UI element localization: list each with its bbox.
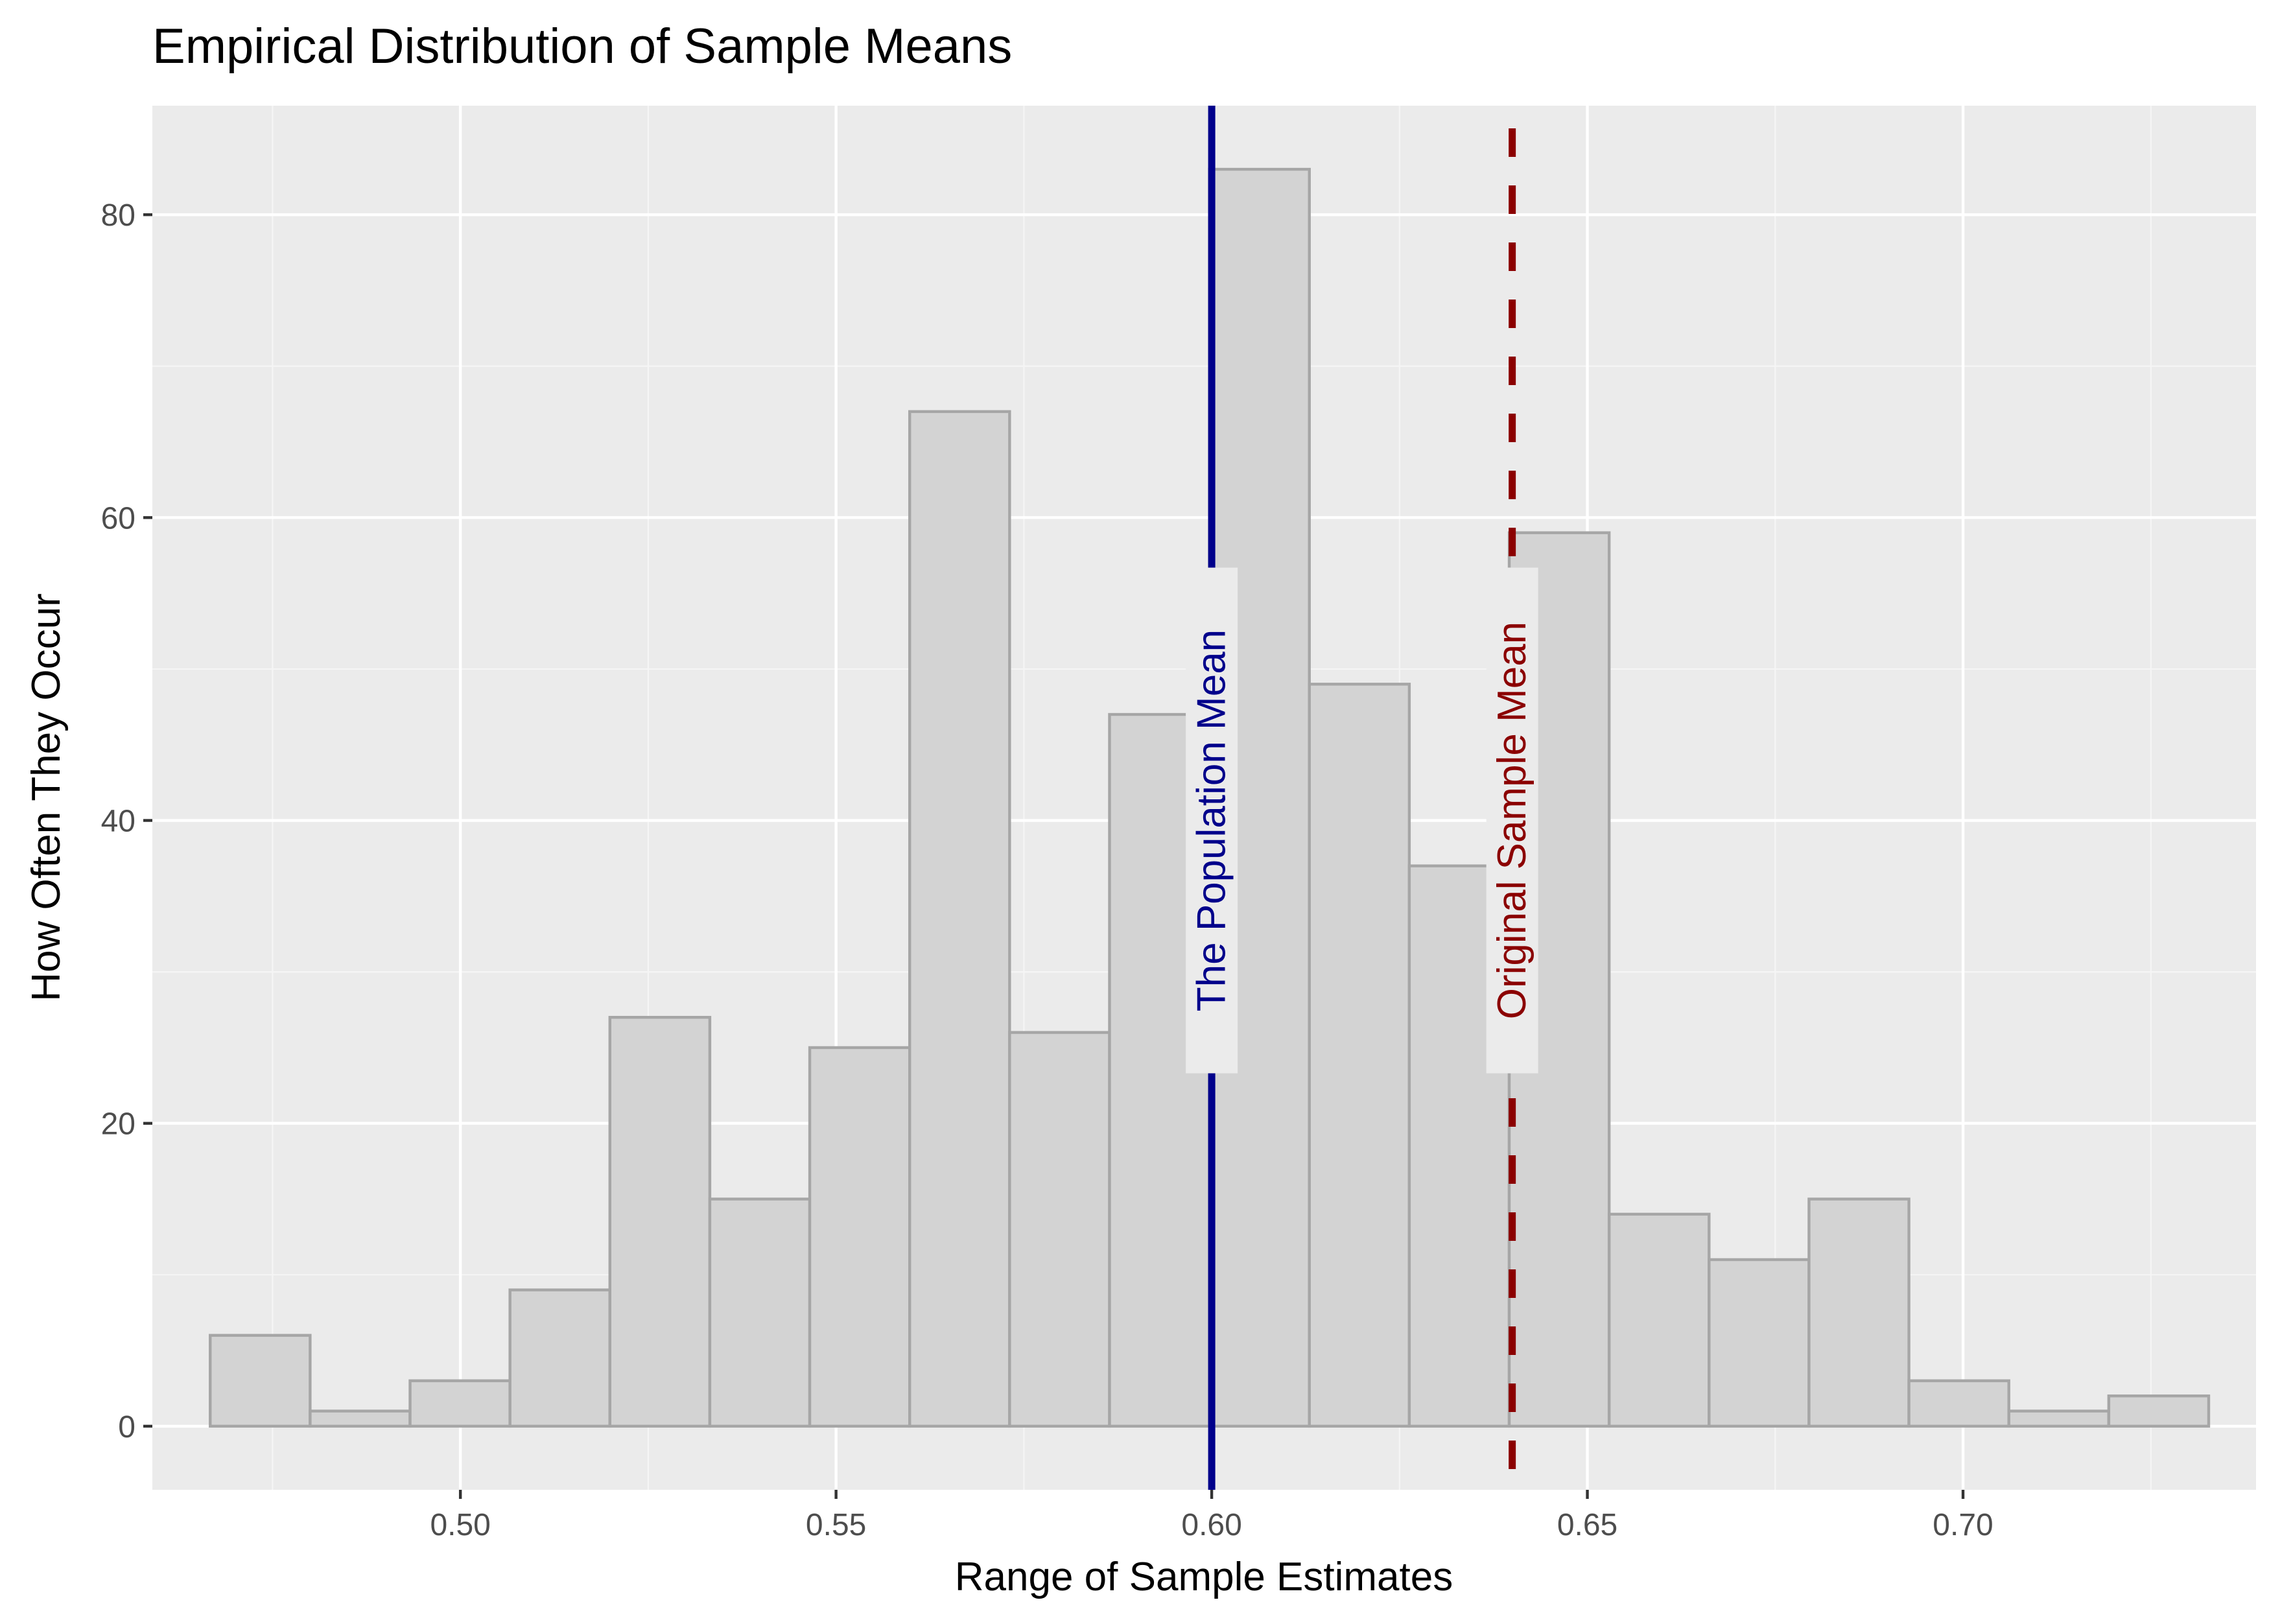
- x-axis-title: Range of Sample Estimates: [955, 1555, 1453, 1599]
- histogram-bar: [908, 410, 1011, 1428]
- histogram-bar: [708, 1197, 812, 1428]
- x-tick-label: 0.60: [1181, 1508, 1241, 1542]
- histogram-bar: [1907, 1379, 2010, 1428]
- histogram-bar: [608, 1016, 712, 1428]
- histogram-bar: [2007, 1409, 2111, 1428]
- x-tick-label: 0.70: [1933, 1508, 1993, 1542]
- y-tick-label: 20: [101, 1107, 135, 1142]
- y-tick-label: 80: [101, 198, 135, 233]
- histogram-bars: [209, 167, 2211, 1428]
- histogram-bar: [1308, 683, 1411, 1428]
- reference-label-background: [1486, 567, 1538, 1074]
- histogram-bar: [408, 1379, 511, 1428]
- axis-ticks: [143, 213, 1965, 1499]
- reference-label-background: [1186, 567, 1238, 1074]
- histogram-bar: [1008, 1031, 1111, 1428]
- axis-tick-labels: 0.50 0.55 0.60 0.65 0.70 0 20 40 60 80: [101, 198, 1993, 1542]
- x-tick-label: 0.65: [1557, 1508, 1617, 1542]
- reference-lines: The Population Mean Original Sample Mean: [1186, 106, 1538, 1490]
- histogram-bar: [209, 1334, 312, 1428]
- y-axis-title: How Often They Occur: [24, 593, 69, 1001]
- reference-line-label: Original Sample Mean: [1490, 622, 1534, 1019]
- histogram-bar: [808, 1046, 911, 1428]
- y-tick-label: 40: [101, 805, 135, 839]
- histogram-bar: [1807, 1197, 1910, 1428]
- histogram-bar: [1607, 1212, 1711, 1428]
- x-tick-label: 0.55: [806, 1508, 866, 1542]
- x-tick-label: 0.50: [430, 1508, 490, 1542]
- y-tick-label: 60: [101, 501, 135, 535]
- histogram-bar: [309, 1409, 412, 1428]
- histogram-bar: [508, 1288, 611, 1428]
- y-tick-label: 0: [118, 1410, 135, 1444]
- histogram-bar: [2107, 1394, 2211, 1428]
- histogram-bar: [1708, 1258, 1811, 1428]
- chart-title: Empirical Distribution of Sample Means: [152, 19, 1012, 74]
- reference-line-label: The Population Mean: [1190, 630, 1234, 1011]
